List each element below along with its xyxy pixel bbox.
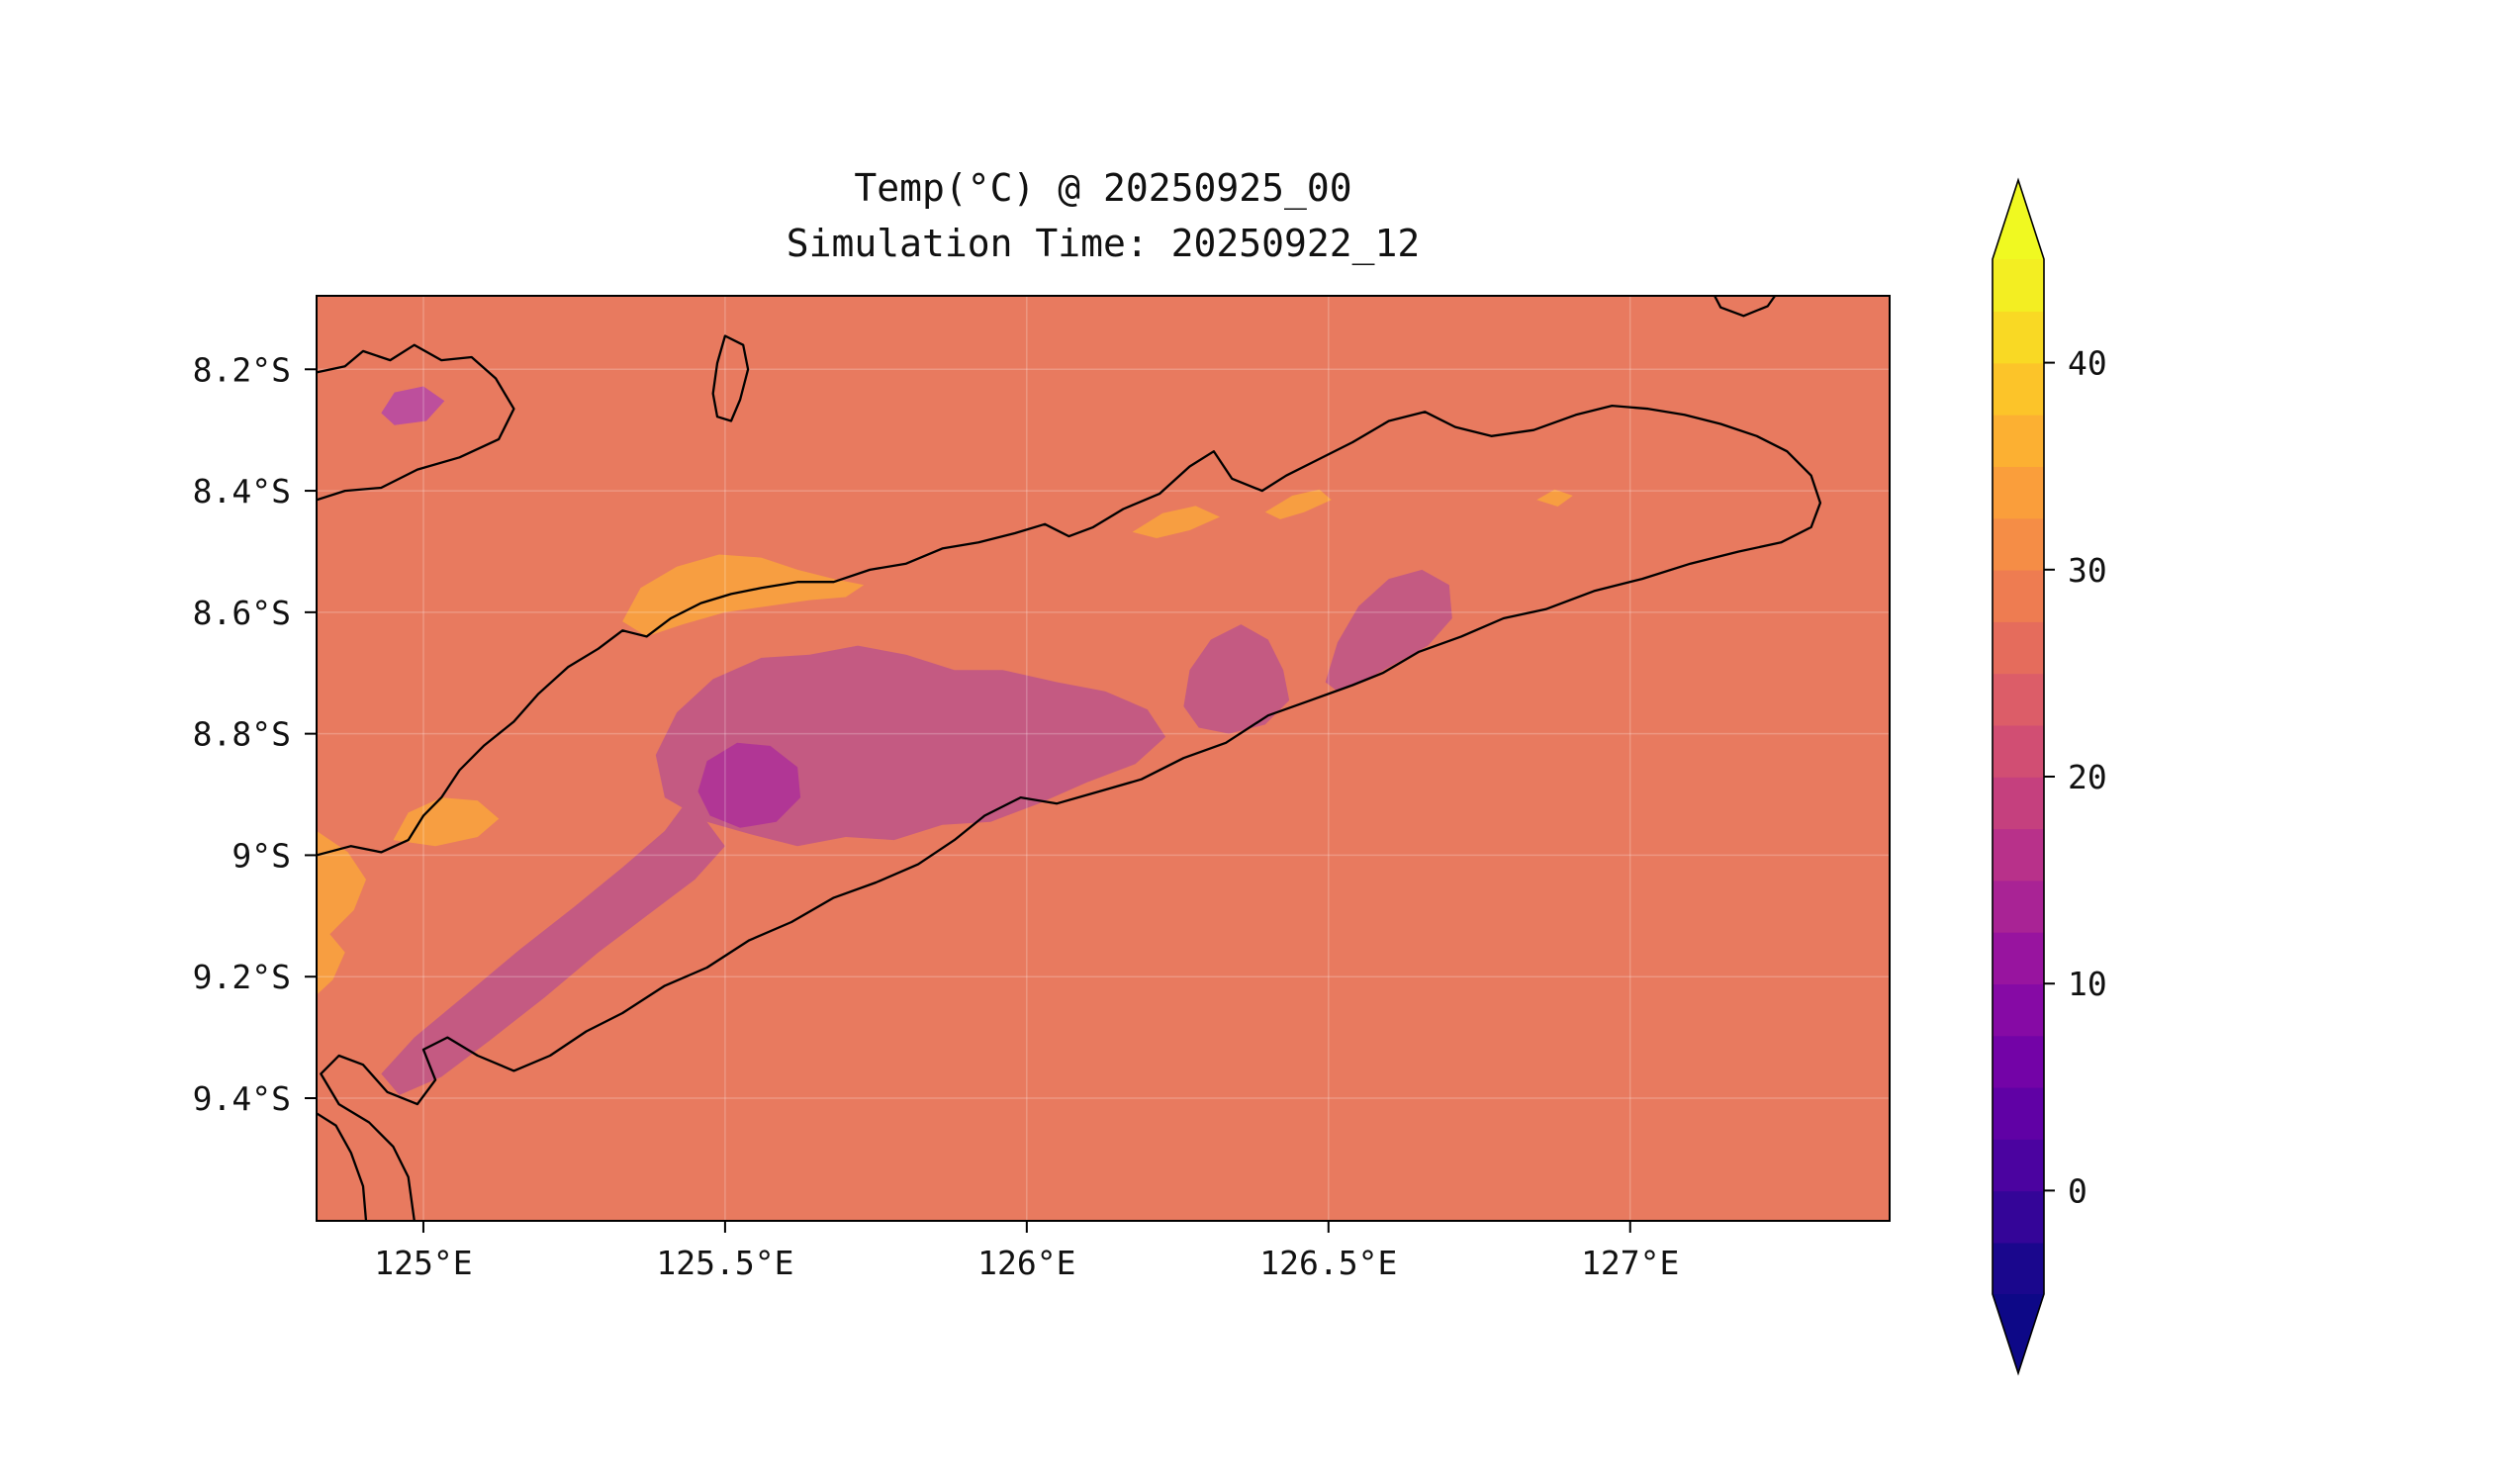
temp-region-east-cool-b (1325, 569, 1452, 692)
colorbar-band (1993, 569, 2044, 622)
plot-border (316, 295, 1891, 1222)
x-tick-label: 125.5°E (656, 1244, 793, 1282)
colorbar-band (1993, 983, 2044, 1037)
chart-subtitle: Simulation Time: 20250922_12 (786, 222, 1421, 265)
x-tick-label: 126°E (977, 1244, 1075, 1282)
colorbar-tick-label: 10 (2068, 965, 2107, 1003)
y-tick-label: 8.4°S (193, 472, 291, 510)
temp-region-alor-cool-spot (381, 386, 445, 425)
colorbar-tick-label: 0 (2068, 1171, 2087, 1210)
colorbar-band (1993, 828, 2044, 881)
temp-region-west-warm-a (393, 797, 500, 847)
colorbar-band (1993, 621, 2044, 675)
colorbar-band (1993, 414, 2044, 467)
colorbar-band (1993, 1190, 2044, 1244)
colorbar-band (1993, 1242, 2044, 1295)
colorbar-band (1993, 724, 2044, 778)
temp-region-coast-warm-sliver-a (1132, 506, 1220, 538)
x-tick-label: 125°E (374, 1244, 472, 1282)
colorbar-band (1993, 1035, 2044, 1088)
temp-region-west-warm-edge (317, 830, 366, 995)
coastline-atauro-island (711, 334, 750, 422)
x-tick-label: 127°E (1581, 1244, 1679, 1282)
temp-region-coast-warm-dot (1536, 489, 1573, 507)
colorbar-tick-label: 40 (2068, 344, 2107, 383)
colorbar-outline (1992, 177, 2045, 1376)
colorbar: 40 30 20 10 0 (1992, 177, 2107, 1376)
colorbar-band (1993, 673, 2044, 726)
colorbar-band (1993, 362, 2044, 416)
colorbar-extend-over-triangle (1993, 180, 2044, 259)
colorbar-tick-label: 30 (2068, 551, 2107, 590)
y-tick-label: 8.8°S (193, 715, 291, 754)
y-tick-label: 9.2°S (193, 958, 291, 996)
y-tick-label: 8.2°S (193, 350, 291, 389)
x-tick-label: 126.5°E (1259, 1244, 1397, 1282)
y-tick-label: 9°S (232, 836, 291, 875)
temp-region-east-cool-a (1183, 624, 1290, 734)
colorbar-band (1993, 259, 2044, 313)
colorbar-band (1993, 880, 2044, 933)
colorbar-band (1993, 1086, 2044, 1140)
temp-region-north-slope-warm-strip (622, 554, 865, 637)
colorbar-band (1993, 517, 2044, 571)
coastline-west-coast-segment (317, 1112, 368, 1221)
temp-region-cold-core (697, 742, 801, 828)
temp-region-coast-warm-sliver-b (1264, 489, 1332, 519)
temp-region-southwest-cool-band (381, 806, 725, 1095)
colorbar-band (1993, 931, 2044, 984)
y-tick-label: 9.4°S (193, 1079, 291, 1118)
colorbar-tick-label: 20 (2068, 758, 2107, 796)
coastline-alor-island (317, 343, 515, 502)
chart-title: Temp(°C) @ 20250925_00 (854, 166, 1352, 210)
coastline-timor-main-island (317, 404, 1822, 1221)
colorbar-extend-under-triangle (1993, 1294, 2044, 1373)
colorbar-band (1993, 466, 2044, 519)
coastline-kisar-island (1713, 296, 1777, 318)
colorbar-band (1993, 311, 2044, 364)
map-area (317, 296, 1890, 1221)
colorbar-band (1993, 1139, 2044, 1192)
y-tick-label: 8.6°S (193, 594, 291, 632)
colorbar-band (1993, 777, 2044, 830)
